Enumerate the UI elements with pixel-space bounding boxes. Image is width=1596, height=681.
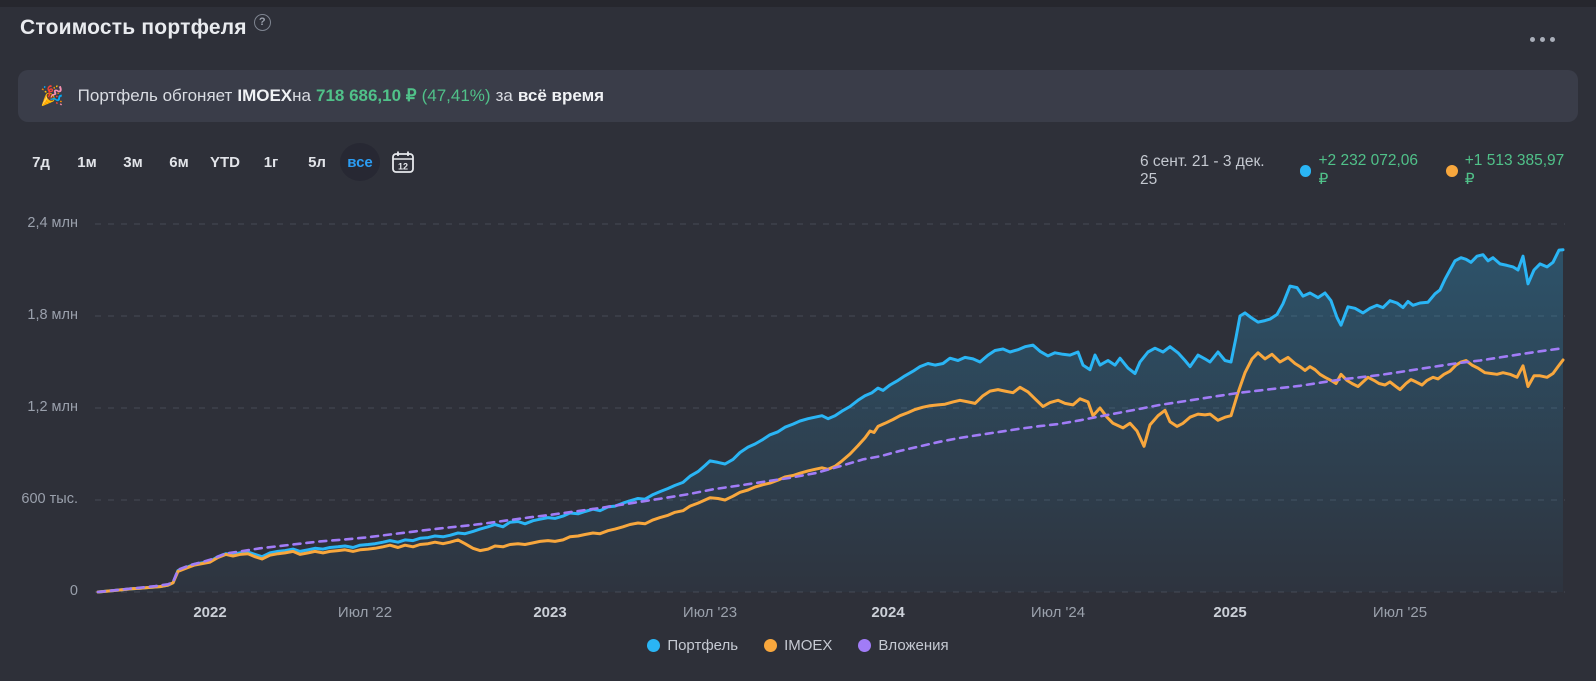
period-summary: 6 сент. 21 - 3 дек. 25 +2 232 072,06 ₽ +… xyxy=(1140,152,1578,189)
x-axis-labels: 2022 Июл '22 2023 Июл '23 2024 Июл '24 2025 Июл… xyxy=(193,604,1427,621)
banner-na: на xyxy=(292,86,311,105)
page-title: Стоимость портфеля xyxy=(20,16,247,39)
series-line-Вложения[interactable] xyxy=(96,346,1565,594)
x-tick-label: 2024 xyxy=(871,604,905,621)
x-tick-label: 2022 xyxy=(193,604,226,621)
series-line-Портфель[interactable] xyxy=(96,248,1565,594)
range-button-6m[interactable]: 6м xyxy=(169,153,189,171)
banner-benchmark: IMOEX xyxy=(237,86,293,105)
range-button-1m[interactable]: 1м xyxy=(77,153,97,171)
legend-dot-icon xyxy=(764,639,778,652)
legend-item-Портфель[interactable]: Портфель xyxy=(647,637,738,654)
x-tick-label: 2025 xyxy=(1213,604,1246,621)
portfolio-chart[interactable]: 0 600 тыс. 1,2 млн 1,8 млн 2,4 млн 2022 Июл '2… xyxy=(0,195,1596,630)
portfolio-change: +2 232 072,06 ₽ xyxy=(1299,152,1432,189)
banner-amount: 718 686,10 ₽ xyxy=(315,86,417,105)
ellipsis-menu-icon[interactable] xyxy=(1522,28,1562,50)
x-tick-label: 2023 xyxy=(533,604,566,621)
legend-item-Вложения[interactable]: Вложения xyxy=(858,637,949,654)
series-area-Портфель xyxy=(98,249,1563,593)
legend-label: Вложения xyxy=(878,637,949,654)
x-tick-label: Июл '23 xyxy=(683,604,737,621)
range-button-3m[interactable]: 3м xyxy=(123,153,143,171)
legend-item-IMOEX[interactable]: IMOEX xyxy=(764,637,832,654)
party-popper-icon: 🎉 xyxy=(40,86,64,107)
banner-percent: (47,41%) xyxy=(421,86,491,105)
top-edge-strip xyxy=(0,0,1596,7)
imoex-change-value: +1 513 385,97 ₽ xyxy=(1464,152,1565,188)
legend-label: IMOEX xyxy=(784,637,833,654)
y-tick-label: 1,8 млн xyxy=(27,307,78,323)
range-selector: 7д 1м 3м 6м YTD 1г 5л все 12 xyxy=(18,142,416,182)
imoex-change: +1 513 385,97 ₽ xyxy=(1445,152,1578,189)
chart-legend: Портфель IMOEX Вложения xyxy=(0,637,1596,654)
help-question-icon[interactable]: ? xyxy=(253,14,271,31)
range-button-ytd[interactable]: YTD xyxy=(210,153,240,171)
banner-prefix: Портфель обгоняет xyxy=(77,86,233,105)
imoex-dot-icon xyxy=(1445,164,1458,177)
y-tick-label: 2,4 млн xyxy=(27,215,78,231)
y-tick-label: 1,2 млн xyxy=(27,399,78,415)
legend-dot-icon xyxy=(647,639,661,652)
banner-za: за xyxy=(495,86,513,105)
date-range-label: 6 сент. 21 - 3 дек. 25 xyxy=(1139,152,1265,188)
banner-period: всё время xyxy=(517,86,605,105)
x-tick-label: Июл '25 xyxy=(1373,604,1427,621)
x-tick-label: Июл '22 xyxy=(338,604,392,621)
legend-label: Портфель xyxy=(667,637,739,654)
range-button-5y[interactable]: 5л xyxy=(308,153,326,171)
y-tick-label: 0 xyxy=(70,583,78,599)
portfolio-dot-icon xyxy=(1299,164,1312,177)
calendar-day-label: 12 xyxy=(398,162,408,172)
range-button-all[interactable]: все xyxy=(340,143,380,181)
y-tick-label: 600 тыс. xyxy=(21,491,78,507)
portfolio-change-value: +2 232 072,06 ₽ xyxy=(1318,152,1419,188)
legend-dot-icon xyxy=(858,639,872,652)
x-tick-label: Июл '24 xyxy=(1031,604,1085,621)
range-button-1y[interactable]: 1г xyxy=(263,153,279,171)
page-header: Стоимость портфеля ? xyxy=(20,14,271,40)
calendar-icon[interactable]: 12 xyxy=(390,149,416,175)
series-line-IMOEX[interactable] xyxy=(96,351,1565,594)
benchmark-banner: 🎉 Портфель обгоняет IMOEX на 718 686,10 … xyxy=(18,70,1578,122)
range-button-7d[interactable]: 7д xyxy=(32,153,50,171)
